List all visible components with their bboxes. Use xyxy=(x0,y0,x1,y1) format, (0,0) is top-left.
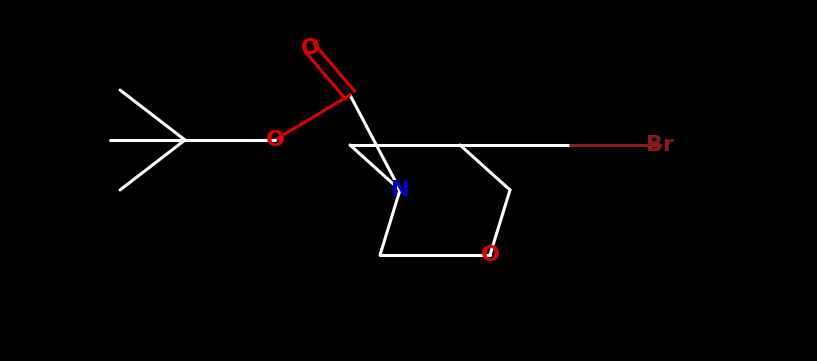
Text: O: O xyxy=(301,38,319,58)
Text: O: O xyxy=(480,245,499,265)
Text: O: O xyxy=(266,130,284,150)
Text: N: N xyxy=(391,180,409,200)
Text: Br: Br xyxy=(646,135,674,155)
